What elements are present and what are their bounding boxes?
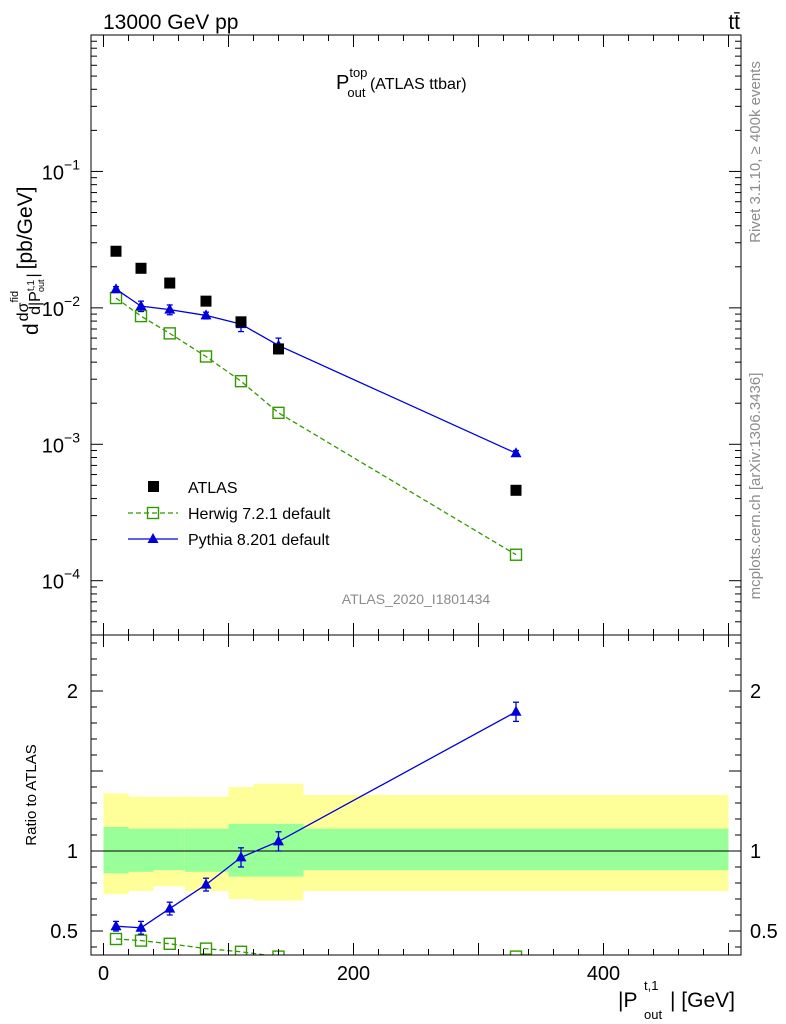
legend-atlas-marker [148,481,159,492]
legend-label: Herwig 7.2.1 default [188,506,331,523]
band-inner [128,828,154,872]
herwig-ratio-marker [199,942,213,955]
pythia-marker [135,300,147,311]
svg-text:|P: |P [618,989,637,1012]
pythia-ratio-marker [200,878,212,889]
ratio-y-tick-label-right: 0.5 [750,921,778,943]
pythia-ratio-marker [135,921,147,932]
legend-herwig-marker [146,506,160,520]
atlas-marker [135,262,147,274]
ratio-y-tick-label: 0.5 [50,921,78,943]
pythia-ratio-marker [164,902,176,913]
band-inner [303,828,729,871]
rivet-version-label: Rivet 3.1.10, ≥ 400k events [747,61,764,243]
mcplots-label: mcplots.cern.ch [arXiv:1306.3436] [747,373,764,600]
legend: ATLAS Herwig 7.2.1 default Pythia 8.201 de… [128,480,331,549]
pythia-marker [110,283,122,294]
herwig-marker [234,374,248,388]
x-tick-label: 200 [337,963,370,985]
atlas-marker [164,277,176,289]
legend-label: Pythia 8.201 default [188,532,330,549]
svg-text:t,1: t,1 [644,978,658,993]
herwig-ratio-marker [109,932,123,946]
ratio-y-tick-label: 2 [67,681,78,703]
atlas-marker [235,316,247,328]
pythia-ratio-marker [510,705,522,716]
herwig-ratio-marker [163,937,176,950]
x-tick-label: 0 [98,963,109,985]
svg-text:| [GeV]: | [GeV] [670,989,735,1012]
pythia-marker [510,447,522,458]
herwig-marker [134,309,148,323]
main-title: Ptop out (ATLAS ttbar) [336,65,467,100]
x-axis-label: |P t,1 out | [GeV] [618,978,735,1022]
atlas-marker [110,245,122,257]
legend-pythia-marker [147,533,159,543]
atlas-marker [510,484,522,496]
atlas-marker [200,295,212,307]
y-tick-label: 10−3 [42,429,80,457]
energy-label: 13000 GeV pp [103,11,238,34]
y-tick-label: 10−4 [42,566,80,594]
ratio-y-tick-label-right: 1 [750,841,761,863]
process-label: tt̄ [728,11,740,34]
herwig-marker [163,327,176,340]
band-inner [103,827,129,874]
ratio-plot-frame [90,634,742,956]
herwig-marker [199,350,213,363]
herwig-ratio-marker [234,945,248,955]
herwig-ratio-marker [134,934,148,947]
ratio-y-tick-label: 1 [67,841,78,863]
svg-text:out: out [644,1007,662,1022]
main-y-axis-label: ddσfid d|Pt,1out|[pb/GeV] [9,186,46,335]
ratio-y-tick-label-right: 2 [750,681,761,703]
pythia-marker [200,309,212,320]
band-inner [184,828,229,872]
ratio-y-axis-label: Ratio to ATLAS [23,744,40,845]
pythia-ratio-marker [273,835,284,846]
y-tick-label: 10−2 [42,293,80,321]
pythia-ratio-marker [235,851,247,862]
band-inner [153,828,185,871]
legend-label: ATLAS [188,480,238,497]
pythia-line [115,288,517,454]
atlas-marker [273,343,284,355]
herwig-line [115,297,517,556]
x-tick-label: 400 [587,963,620,985]
herwig-ratio-line [115,938,272,955]
pythia-marker [164,303,176,314]
pythia-ratio-marker [110,920,122,931]
herwig-marker [272,406,285,420]
herwig-ratio-marker [509,950,523,955]
herwig-marker [509,548,523,561]
y-tick-label: 10−1 [42,156,80,184]
analysis-id-label: ATLAS_2020_I1801434 [342,591,491,607]
